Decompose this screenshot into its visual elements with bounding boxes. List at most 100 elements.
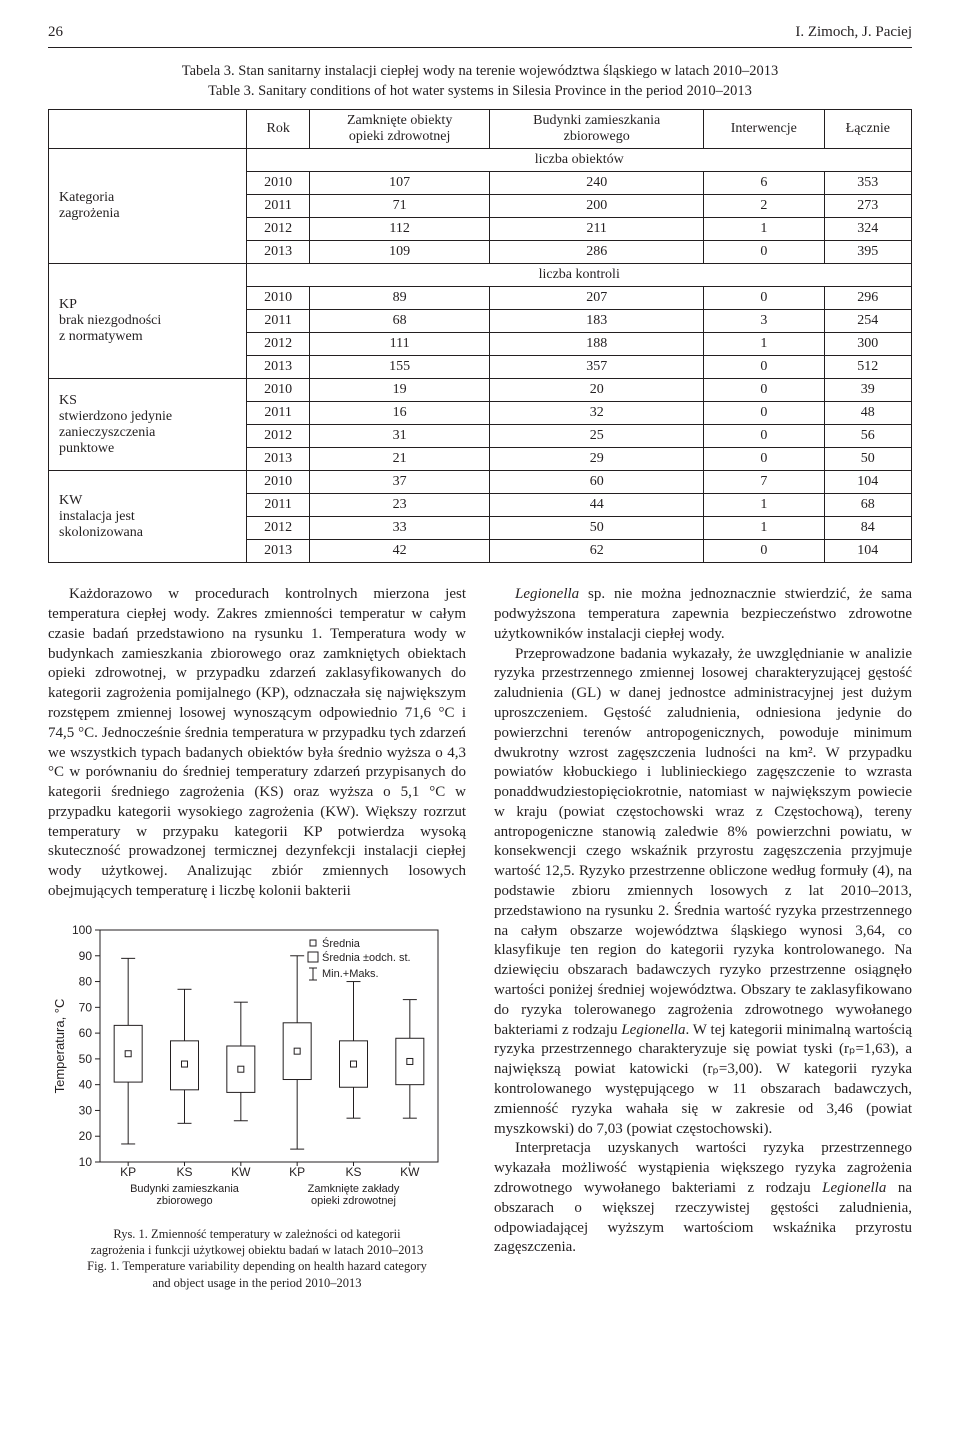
svg-text:KS: KS bbox=[345, 1165, 361, 1179]
row-group-label: KPbrak niezgodnościz normatywem bbox=[49, 264, 247, 379]
table-cell: 2013 bbox=[247, 448, 310, 471]
svg-text:Min.+Maks.: Min.+Maks. bbox=[322, 968, 379, 980]
svg-text:60: 60 bbox=[79, 1026, 93, 1040]
svg-text:10: 10 bbox=[79, 1155, 93, 1169]
fig-caption-2: zagrożenia i funkcji użytkowej obiektu b… bbox=[48, 1242, 466, 1258]
table-cell: 44 bbox=[490, 494, 704, 517]
table-cell: 50 bbox=[824, 448, 911, 471]
figure-caption: Rys. 1. Zmienność temperatury w zależnoś… bbox=[48, 1226, 466, 1291]
table-cell: 273 bbox=[824, 195, 911, 218]
table-cell: 71 bbox=[309, 195, 489, 218]
table-cell: 89 bbox=[309, 287, 489, 310]
right-paragraph: Przeprowadzone badania wykazały, że uwzg… bbox=[494, 645, 912, 1140]
table-cell: 155 bbox=[309, 356, 489, 379]
table-cell: 56 bbox=[824, 425, 911, 448]
table-header: Łącznie bbox=[824, 110, 911, 149]
table-cell: 0 bbox=[704, 402, 825, 425]
svg-text:KW: KW bbox=[231, 1165, 251, 1179]
table-cell: 25 bbox=[490, 425, 704, 448]
table-cell: 31 bbox=[309, 425, 489, 448]
table-cell: 6 bbox=[704, 172, 825, 195]
svg-text:90: 90 bbox=[79, 949, 93, 963]
table-cell: 19 bbox=[309, 379, 489, 402]
table-cell: 2011 bbox=[247, 310, 310, 333]
svg-text:100: 100 bbox=[72, 923, 92, 937]
table-cell: 2010 bbox=[247, 287, 310, 310]
table-cell: 0 bbox=[704, 425, 825, 448]
table-cell: 200 bbox=[490, 195, 704, 218]
table-cell: 29 bbox=[490, 448, 704, 471]
svg-text:KS: KS bbox=[176, 1165, 192, 1179]
svg-text:zbiorowego: zbiorowego bbox=[156, 1195, 212, 1207]
right-paragraph: Legionella sp. nie można jednoznacznie s… bbox=[494, 585, 912, 644]
left-column: Każdorazowo w procedurach kontrolnych mi… bbox=[48, 585, 466, 1291]
table-cell: 0 bbox=[704, 448, 825, 471]
table-cell: 2011 bbox=[247, 195, 310, 218]
table-header: Budynki zamieszkaniazbiorowego bbox=[490, 110, 704, 149]
table-cell: 2013 bbox=[247, 241, 310, 264]
table-cell: 254 bbox=[824, 310, 911, 333]
svg-text:Zamknięte zakłady: Zamknięte zakłady bbox=[308, 1183, 400, 1195]
table-cell: 512 bbox=[824, 356, 911, 379]
table-header: Rok bbox=[247, 110, 310, 149]
table-cell: 3 bbox=[704, 310, 825, 333]
table-cell: 16 bbox=[309, 402, 489, 425]
table-cell: 353 bbox=[824, 172, 911, 195]
table-cell: 2012 bbox=[247, 218, 310, 241]
table-cell: 1 bbox=[704, 494, 825, 517]
table-cell: 2012 bbox=[247, 425, 310, 448]
table-cell: 68 bbox=[824, 494, 911, 517]
right-paragraph: Interpretacja uzyskanych wartości ryzyka… bbox=[494, 1139, 912, 1258]
table-cell: 324 bbox=[824, 218, 911, 241]
svg-text:Temperatura, °C: Temperatura, °C bbox=[52, 998, 67, 1093]
table-cell: 2011 bbox=[247, 494, 310, 517]
row-group-label: KWinstalacja jestskolonizowana bbox=[49, 471, 247, 563]
table-cell: 286 bbox=[490, 241, 704, 264]
page-authors: I. Zimoch, J. Paciej bbox=[795, 24, 912, 41]
fig-caption-1: Rys. 1. Zmienność temperatury w zależnoś… bbox=[48, 1226, 466, 1242]
row-group-label: KSstwierdzono jedyniezanieczyszczeniapun… bbox=[49, 379, 247, 471]
table-cell: 107 bbox=[309, 172, 489, 195]
table-caption-en: Table 3. Sanitary conditions of hot wate… bbox=[48, 82, 912, 102]
table-cell: 0 bbox=[704, 379, 825, 402]
table-cell: 42 bbox=[309, 540, 489, 563]
table-cell: 1 bbox=[704, 517, 825, 540]
table-cell: 1 bbox=[704, 333, 825, 356]
svg-text:Średnia: Średnia bbox=[322, 937, 361, 950]
section-label: liczba kontroli bbox=[247, 264, 912, 287]
left-paragraph: Każdorazowo w procedurach kontrolnych mi… bbox=[48, 585, 466, 902]
table-cell: 111 bbox=[309, 333, 489, 356]
table-cell: 357 bbox=[490, 356, 704, 379]
table-cell: 300 bbox=[824, 333, 911, 356]
table-cell: 37 bbox=[309, 471, 489, 494]
page-header: 26 I. Zimoch, J. Paciej bbox=[48, 24, 912, 41]
table-cell: 207 bbox=[490, 287, 704, 310]
table-cell: 112 bbox=[309, 218, 489, 241]
table-cell: 0 bbox=[704, 287, 825, 310]
table-cell: 2010 bbox=[247, 471, 310, 494]
svg-text:KP: KP bbox=[289, 1165, 305, 1179]
section-label: liczba obiektów bbox=[247, 149, 912, 172]
svg-text:70: 70 bbox=[79, 1000, 93, 1014]
svg-text:40: 40 bbox=[79, 1078, 93, 1092]
svg-text:KP: KP bbox=[120, 1165, 136, 1179]
table-cell: 0 bbox=[704, 356, 825, 379]
table-cell: 2013 bbox=[247, 356, 310, 379]
table-cell: 2012 bbox=[247, 333, 310, 356]
right-column: Legionella sp. nie można jednoznacznie s… bbox=[494, 585, 912, 1291]
table-cell: 2010 bbox=[247, 172, 310, 195]
table-cell: 104 bbox=[824, 471, 911, 494]
header-rule bbox=[48, 47, 912, 48]
table-header: Zamknięte obiektyopieki zdrowotnej bbox=[309, 110, 489, 149]
svg-text:opieki zdrowotnej: opieki zdrowotnej bbox=[311, 1195, 396, 1207]
table-cell: 1 bbox=[704, 218, 825, 241]
row-group-label: Kategoriazagrożenia bbox=[49, 149, 247, 264]
table-cell: 7 bbox=[704, 471, 825, 494]
table-cell: 62 bbox=[490, 540, 704, 563]
svg-text:30: 30 bbox=[79, 1103, 93, 1117]
svg-text:20: 20 bbox=[79, 1129, 93, 1143]
svg-text:50: 50 bbox=[79, 1052, 93, 1066]
table-cell: 188 bbox=[490, 333, 704, 356]
table-cell: 33 bbox=[309, 517, 489, 540]
table-cell: 39 bbox=[824, 379, 911, 402]
